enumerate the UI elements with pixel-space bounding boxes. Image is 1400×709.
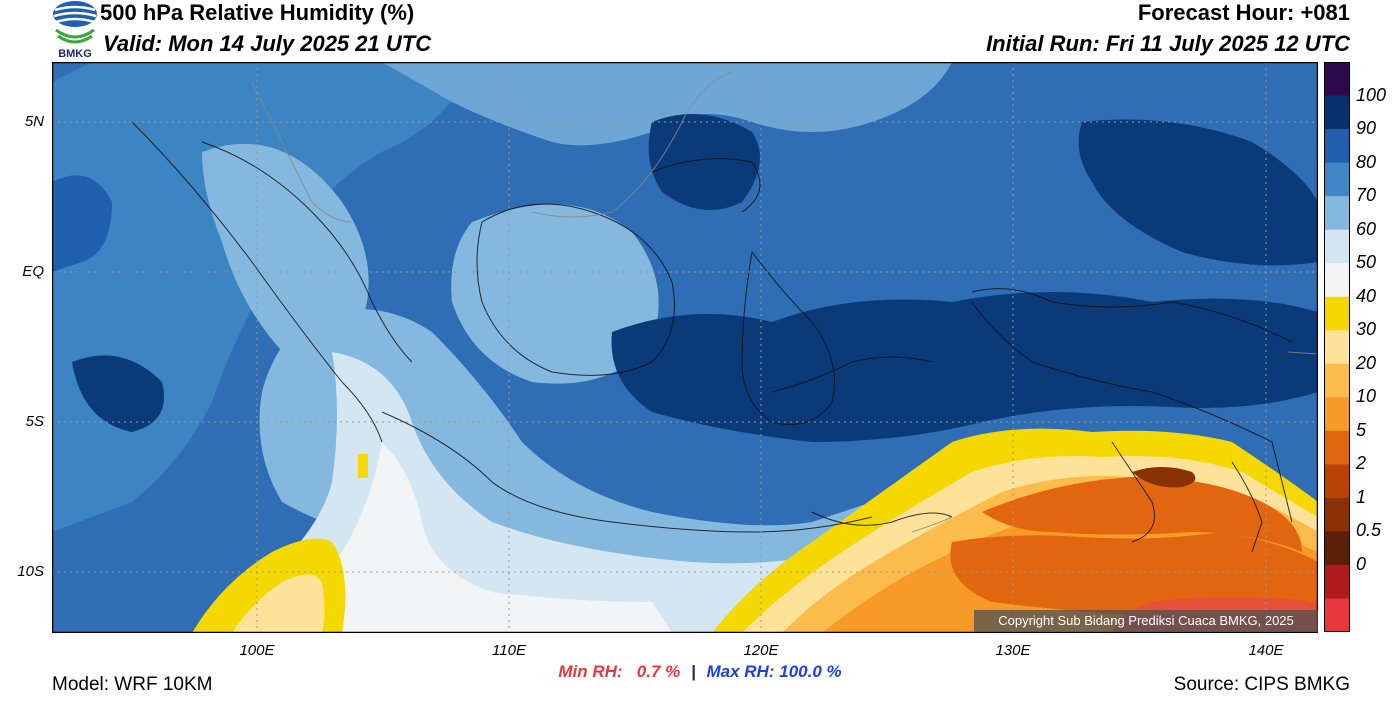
lat-tick-5s: 5S: [25, 413, 44, 430]
initial-run: Initial Run: Fri 11 July 2025 12 UTC: [986, 31, 1350, 56]
colorbar-label: 5: [1356, 419, 1367, 440]
colorbar-segment: [1324, 430, 1350, 465]
colorbar-segment: [1324, 363, 1350, 398]
copyright-label: Copyright Sub Bidang Prediksi Cuaca BMKG…: [974, 610, 1318, 632]
colorbar-segment: [1324, 598, 1350, 632]
source-label: Source: CIPS BMKG: [1173, 674, 1350, 695]
colorbar-segment: [1324, 330, 1350, 365]
humidity-map: [52, 62, 1318, 633]
colorbar: [1324, 62, 1350, 632]
forecast-hour: Forecast Hour: +081: [1137, 0, 1350, 25]
colorbar-segment: [1324, 296, 1350, 331]
colorbar-label: 70: [1356, 185, 1377, 206]
logo-text: BMKG: [58, 48, 92, 60]
bmkg-logo: BMKG: [50, 0, 100, 60]
max-rh-label: Max RH:: [706, 662, 775, 681]
colorbar-segment: [1324, 229, 1350, 264]
colorbar-label: 60: [1356, 218, 1377, 239]
colorbar-label: 50: [1356, 252, 1377, 273]
max-rh-value: 100.0 %: [779, 662, 842, 681]
lon-tick-120e: 120E: [743, 642, 779, 659]
colorbar-label: 80: [1356, 151, 1377, 172]
colorbar-label: 1: [1356, 486, 1367, 507]
max-rh: Max RH: 100.0 %: [706, 662, 841, 681]
colorbar-segment: [1324, 162, 1350, 197]
lat-tick-10s: 10S: [17, 563, 44, 580]
colorbar-label: 0: [1356, 553, 1367, 574]
colorbar-segment: [1324, 531, 1350, 566]
model-label: Model: WRF 10KM: [52, 674, 213, 695]
colorbar-segment: [1324, 564, 1350, 599]
lon-tick-110e: 110E: [492, 642, 526, 659]
lat-tick-5n: 5N: [24, 113, 44, 130]
colorbar-label: 20: [1356, 352, 1377, 373]
min-rh-value: 0.7 %: [636, 662, 681, 681]
colorbar-segment: [1324, 497, 1350, 532]
lon-tick-140e: 140E: [1248, 642, 1284, 659]
min-rh: Min RH: 0.7 %: [558, 662, 685, 681]
colorbar-label: 10: [1356, 386, 1377, 407]
colorbar-segment: [1324, 263, 1350, 298]
map-title: 500 hPa Relative Humidity (%): [100, 0, 415, 25]
colorbar-segment: [1324, 129, 1350, 164]
colorbar-segment: [1324, 464, 1350, 499]
lat-tick-eq: EQ: [22, 263, 44, 280]
colorbar-segment: [1324, 397, 1350, 432]
lon-tick-100e: 100E: [239, 642, 275, 659]
colorbar-label: 100: [1356, 84, 1387, 105]
rh-stats: Min RH: 0.7 % | Max RH: 100.0 %: [0, 662, 1400, 682]
valid-time: Valid: Mon 14 July 2025 21 UTC: [103, 31, 432, 56]
colorbar-segment: [1324, 62, 1350, 97]
colorbar-label: 0.5: [1356, 520, 1382, 541]
colorbar-label: 30: [1356, 319, 1377, 340]
stats-separator: |: [690, 662, 696, 681]
colorbar-segment: [1324, 196, 1350, 231]
colorbar-label: 90: [1356, 118, 1377, 139]
lon-tick-130e: 130E: [995, 642, 1031, 659]
min-rh-label: Min RH:: [558, 662, 623, 681]
colorbar-segment: [1324, 95, 1350, 130]
colorbar-label: 2: [1356, 453, 1367, 474]
colorbar-label: 40: [1356, 285, 1377, 306]
